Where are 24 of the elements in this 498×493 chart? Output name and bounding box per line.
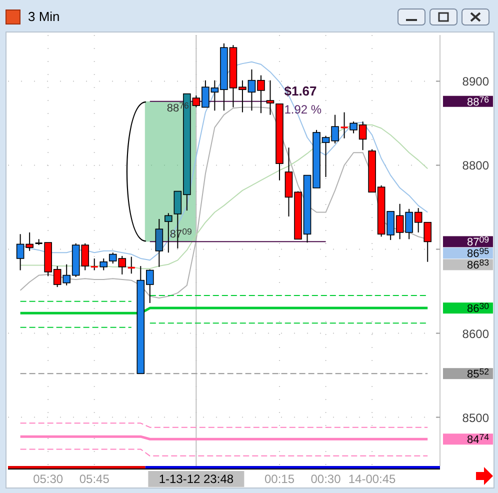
text: 86$^{30}$ xyxy=(466,300,490,316)
y-tick-label: 8500 xyxy=(462,410,490,425)
annotation: 1.92 % xyxy=(284,102,322,116)
text: 87$^{09}$ xyxy=(466,234,490,249)
text: 86$^{83}$ xyxy=(466,258,490,272)
y-tick-label: 8900 xyxy=(462,74,490,89)
text: 86$^{95}$ xyxy=(466,246,490,260)
x-tick-label: 00:30 xyxy=(310,472,342,486)
x-tick-label: 14-00:45 xyxy=(348,472,396,486)
text: 85$^{52}$ xyxy=(466,366,490,381)
text: 84$^{74}$ xyxy=(466,432,490,446)
text: 88$^{76}$ xyxy=(466,94,490,108)
candlestick xyxy=(100,258,108,271)
y-tick-label: 8600 xyxy=(462,326,490,341)
annotation: $1.67 xyxy=(284,83,317,98)
x-tick-label: 05:45 xyxy=(79,472,110,486)
candlestick xyxy=(155,218,164,268)
x-tick-label: 1-13-12 23:48 xyxy=(158,472,234,486)
y-tick-label: 8800 xyxy=(462,158,490,173)
x-tick-label: 05:30 xyxy=(33,472,64,486)
chart-title: 3 Min xyxy=(28,9,60,24)
candlestick xyxy=(266,80,274,116)
x-tick-label: 00:15 xyxy=(264,472,295,486)
annotation: 88$^{76}$ xyxy=(166,100,190,114)
